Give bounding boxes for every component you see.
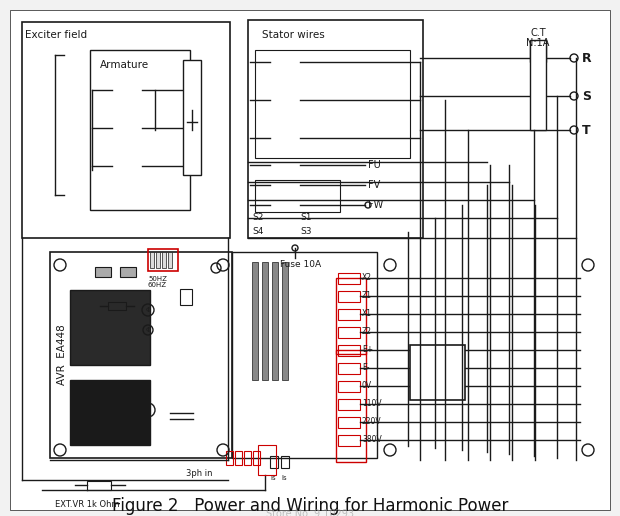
Text: ls: ls [281,475,286,481]
Text: 60HZ: 60HZ [148,282,167,288]
Text: X1: X1 [362,310,372,318]
Text: E+: E+ [362,346,373,354]
Bar [156,252,160,268]
Bar [87,481,111,490]
Text: 0V: 0V [362,381,372,391]
Text: 220V: 220V [362,417,382,427]
Text: FW: FW [368,200,383,210]
Bar [336,350,366,462]
Bar [258,445,276,475]
Text: R: R [582,52,591,64]
Text: 50HZ: 50HZ [148,276,167,282]
Bar [168,252,172,268]
Bar [338,309,360,320]
Bar [338,435,360,446]
Bar [108,302,126,310]
Text: Exciter field: Exciter field [25,30,87,40]
Text: Φ: Φ [145,406,151,414]
Bar [410,345,465,400]
Text: ls: ls [270,475,276,481]
Bar [22,22,230,238]
Text: FV: FV [368,180,380,190]
Text: Figure 2   Power and Wiring for Harmonic Power: Figure 2 Power and Wiring for Harmonic P… [112,497,508,515]
Bar [232,252,377,458]
Text: Armature: Armature [100,60,149,70]
Bar [262,262,268,380]
Text: E-: E- [362,363,370,373]
Bar [338,273,360,284]
Text: S2: S2 [252,214,264,222]
Text: C.T: C.T [530,28,546,38]
Text: S1: S1 [300,214,311,222]
Bar [338,291,360,302]
Text: S: S [582,89,591,103]
Bar [530,40,546,130]
Bar [70,380,150,445]
Text: EXT.VR 1k Ohm: EXT.VR 1k Ohm [55,500,120,509]
Bar [162,252,166,268]
Bar [530,42,546,62]
Text: T: T [582,123,591,137]
Text: Z1: Z1 [362,292,372,300]
Bar [42,248,602,460]
Bar [272,262,278,380]
Text: Φ: Φ [145,327,151,333]
Bar [338,399,360,410]
Text: 3ph in: 3ph in [186,469,213,478]
Bar [235,451,242,465]
Bar [255,180,340,212]
Text: Fuse 10A: Fuse 10A [280,260,321,269]
Text: N:1A: N:1A [526,38,550,48]
Text: Φ: Φ [145,307,151,313]
Text: AVR  EA448: AVR EA448 [57,325,67,385]
Text: S3: S3 [300,228,311,236]
Bar [70,290,150,365]
Bar [244,451,251,465]
Bar [183,60,201,175]
Bar [338,363,360,374]
Bar [148,249,178,271]
Text: Z2: Z2 [362,328,372,336]
Bar [50,252,232,458]
Text: 380V: 380V [362,436,382,444]
Text: FU: FU [368,160,381,170]
Bar [253,451,260,465]
Bar [252,262,258,380]
Text: Store No. 9 10293: Store No. 9 10293 [266,509,354,516]
Bar [338,345,360,356]
Bar [336,278,366,354]
Bar [180,289,192,305]
Text: X2: X2 [362,273,372,282]
Bar [248,20,423,238]
Bar [90,50,190,210]
Text: 110V: 110V [362,399,382,409]
Text: S4: S4 [252,228,264,236]
Bar [282,262,288,380]
Bar [120,267,136,277]
Polygon shape [187,113,197,122]
Bar [338,381,360,392]
Text: Stator wires: Stator wires [262,30,325,40]
Bar [95,267,111,277]
Bar [281,456,289,468]
Bar [255,50,410,158]
Bar [338,327,360,338]
Bar [150,252,154,268]
Bar [270,456,278,468]
Bar [338,417,360,428]
Bar [226,451,233,465]
